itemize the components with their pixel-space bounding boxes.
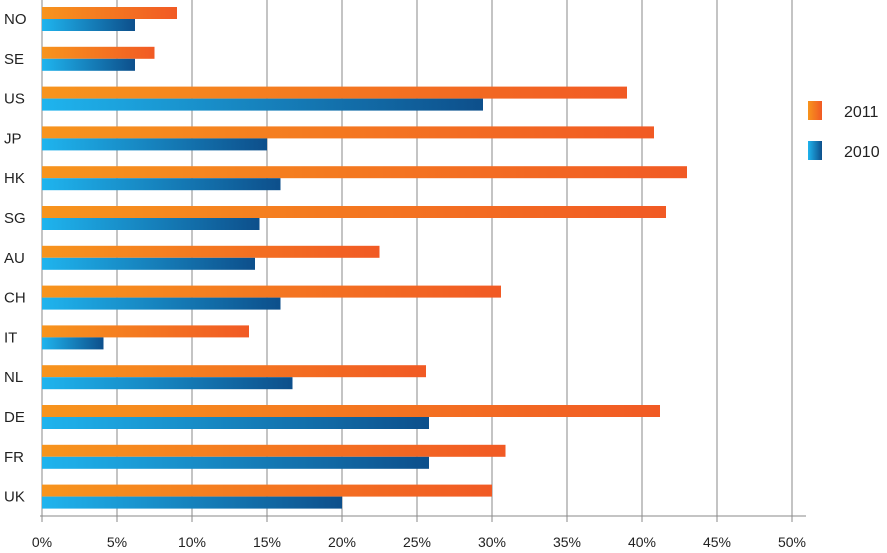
category-label: HK	[4, 170, 25, 187]
bar-jp-2011	[42, 126, 654, 139]
x-tick-label: 30%	[478, 534, 506, 550]
x-tick-label: 10%	[178, 534, 206, 550]
bar-nl-2011	[42, 365, 426, 378]
bar-fr-2011	[42, 444, 506, 457]
bar-sg-2010	[42, 218, 260, 230]
legend-swatch-2011	[808, 101, 822, 120]
x-tick-label: 50%	[778, 534, 806, 550]
bar-ch-2010	[42, 297, 281, 310]
bar-no-2010	[42, 19, 135, 31]
bar-ch-2011	[42, 285, 501, 298]
category-label: SG	[4, 210, 26, 227]
bar-nl-2010	[42, 377, 293, 390]
x-tick-label: 25%	[403, 534, 431, 550]
bar-se-2010	[42, 58, 135, 71]
bar-us-2011	[42, 86, 627, 99]
category-label: SE	[4, 51, 24, 68]
category-label: JP	[4, 130, 22, 147]
bars	[42, 7, 687, 509]
category-label: FR	[4, 449, 24, 466]
legend: 2011 2010	[808, 101, 880, 161]
bar-hk-2011	[42, 166, 687, 179]
category-label: US	[4, 91, 25, 108]
legend-label-2011: 2011	[844, 104, 879, 121]
x-tick-label: 40%	[628, 534, 656, 550]
bar-fr-2010	[42, 456, 429, 469]
x-tick-labels: 0% 5% 10% 15% 20% 25% 30% 35% 40% 45% 50%	[32, 534, 806, 550]
x-tick-label: 45%	[703, 534, 731, 550]
bar-au-2010	[42, 257, 255, 270]
category-label: CH	[4, 290, 26, 307]
category-label: IT	[4, 329, 17, 346]
x-tick-label: 0%	[32, 534, 52, 550]
category-labels: NO SE US JP HK SG AU CH IT NL DE FR UK	[4, 11, 27, 506]
bar-hk-2010	[42, 178, 281, 191]
bar-jp-2010	[42, 138, 267, 151]
bar-us-2010	[42, 98, 483, 111]
category-label: DE	[4, 409, 25, 426]
bar-it-2011	[42, 325, 249, 338]
bar-no-2011	[42, 7, 177, 19]
bar-uk-2011	[42, 484, 492, 497]
bar-de-2010	[42, 417, 429, 429]
x-tick-label: 5%	[107, 534, 127, 550]
legend-swatch-2010	[808, 141, 822, 160]
category-label: NL	[4, 369, 23, 386]
category-label: NO	[4, 11, 27, 28]
legend-label-2010: 2010	[844, 144, 880, 161]
x-tick-label: 20%	[328, 534, 356, 550]
bar-uk-2010	[42, 496, 342, 509]
x-tick-label: 35%	[553, 534, 581, 550]
bar-it-2010	[42, 337, 104, 350]
x-tick-label: 15%	[253, 534, 281, 550]
category-label: AU	[4, 250, 25, 267]
bar-sg-2011	[42, 206, 666, 218]
category-label: UK	[4, 489, 25, 506]
bar-au-2011	[42, 245, 380, 258]
bar-de-2011	[42, 405, 660, 417]
bar-se-2011	[42, 46, 155, 59]
